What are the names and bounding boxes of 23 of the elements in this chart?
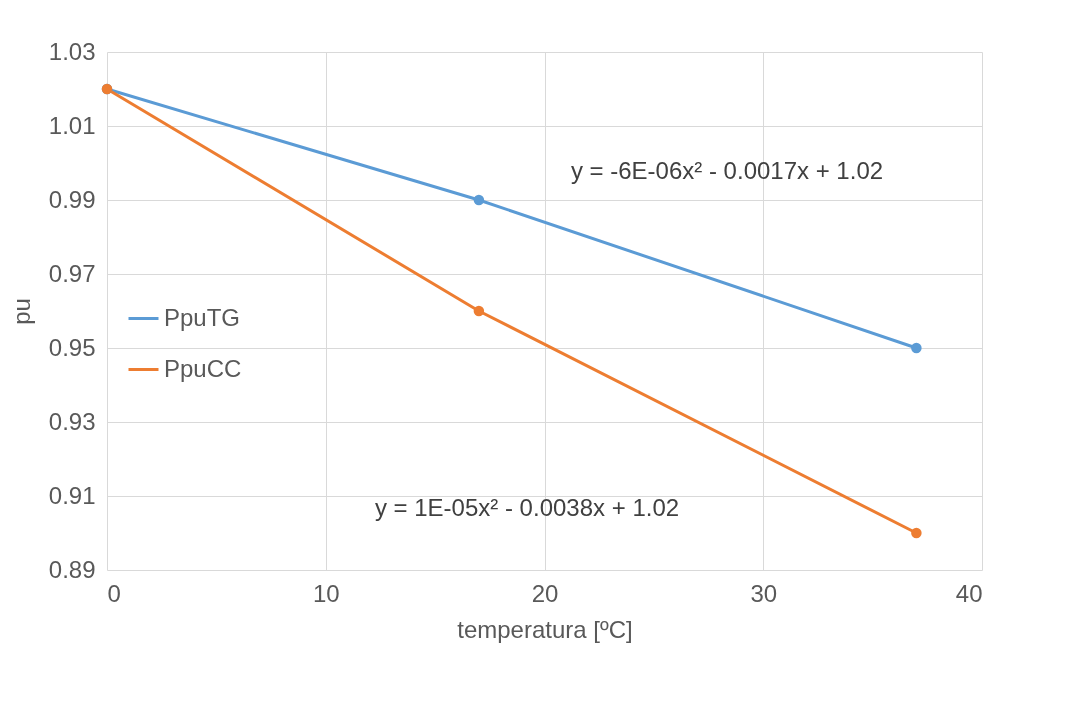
x-tick-label: 30 (750, 579, 778, 607)
annotation: y = -6E-06x² - 0.0017x + 1.02 (570, 157, 884, 184)
x-tick-label: 0 (107, 579, 121, 607)
point (473, 194, 485, 206)
y-tick-label: 0.99 (48, 185, 96, 213)
y-tick-label: 0.89 (48, 555, 96, 583)
point (473, 305, 485, 317)
annotation: y = 1E-05x² - 0.0038x + 1.02 (374, 494, 680, 521)
point (911, 342, 922, 354)
legend-label: PpuCC (164, 354, 242, 382)
y-tick-label: 0.93 (48, 407, 96, 435)
y-tick-label: 1.01 (48, 111, 96, 139)
legend-label: PpuTG (164, 303, 241, 331)
y-tick-label: 0.91 (48, 481, 96, 509)
x-tick-label: 40 (955, 579, 983, 607)
y-tick-label: 0.95 (48, 333, 96, 361)
x-axis-title: temperatura [ºC] (457, 615, 633, 643)
y-tick-label: 1.03 (48, 37, 96, 65)
x-tick-label: 10 (312, 579, 340, 607)
point (911, 527, 922, 539)
y-axis-title: pu (7, 298, 35, 325)
x-tick-label: 20 (531, 579, 559, 607)
y-tick-label: 0.97 (48, 259, 96, 287)
